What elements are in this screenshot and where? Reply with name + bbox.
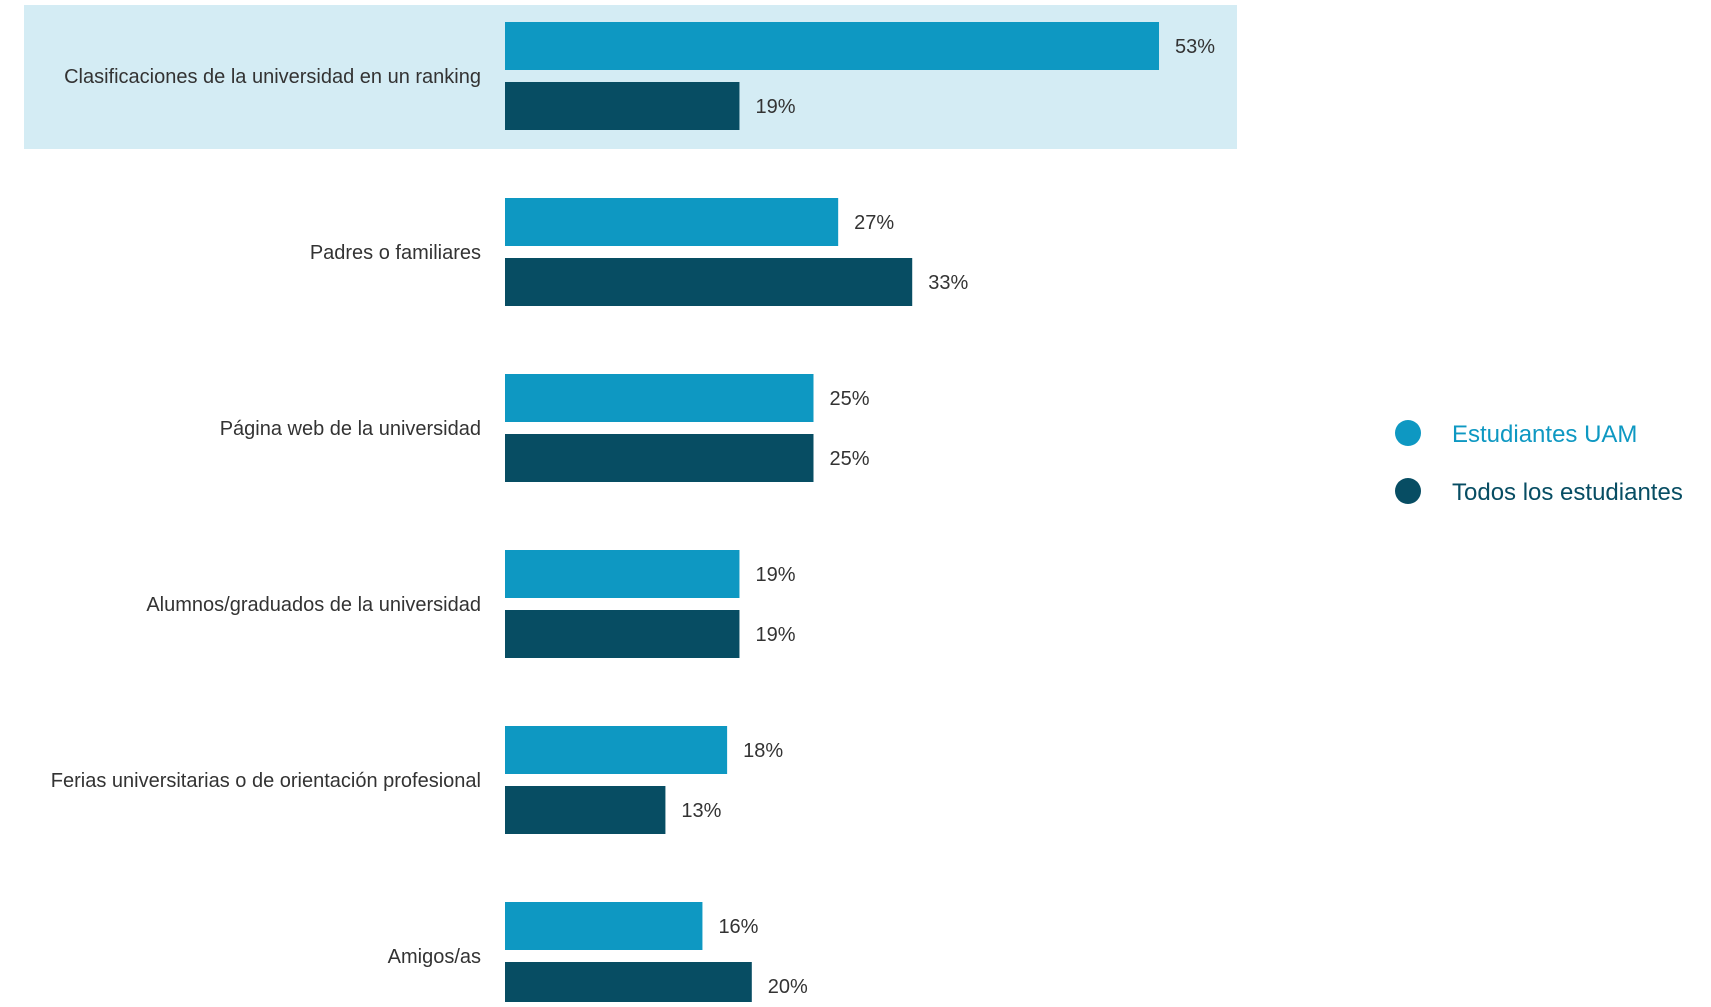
legend-label: Todos los estudiantes <box>1452 479 1683 506</box>
category-label: Clasificaciones de la universidad en un … <box>64 66 481 88</box>
data-label: 19% <box>755 624 795 646</box>
data-label: 33% <box>928 272 968 294</box>
legend-marker <box>1395 420 1421 446</box>
bar <box>505 82 740 130</box>
bar <box>505 902 703 950</box>
data-label: 20% <box>768 976 808 998</box>
data-label: 19% <box>755 96 795 118</box>
category-label: Página web de la universidad <box>220 418 481 440</box>
data-label: 25% <box>830 388 870 410</box>
bar <box>505 374 814 422</box>
bar <box>505 434 814 482</box>
bar <box>505 198 839 246</box>
data-label: 13% <box>681 800 721 822</box>
bar <box>505 258 913 306</box>
category-label: Amigos/as <box>388 946 481 968</box>
bar <box>505 786 666 834</box>
data-label: 16% <box>718 916 758 938</box>
data-label: 18% <box>743 740 783 762</box>
bar <box>505 726 728 774</box>
bar <box>505 610 740 658</box>
data-label: 25% <box>830 448 870 470</box>
bar <box>505 550 740 598</box>
category-label: Alumnos/graduados de la universidad <box>146 594 481 616</box>
data-label: 53% <box>1175 36 1215 58</box>
category-label: Ferias universitarias o de orientación p… <box>51 770 481 792</box>
bar <box>505 962 752 1007</box>
category-label: Padres o familiares <box>310 242 481 264</box>
data-label: 19% <box>755 564 795 586</box>
legend-label: Estudiantes UAM <box>1452 421 1637 448</box>
legend-marker <box>1395 478 1421 504</box>
bar <box>505 22 1160 70</box>
data-label: 27% <box>854 212 894 234</box>
